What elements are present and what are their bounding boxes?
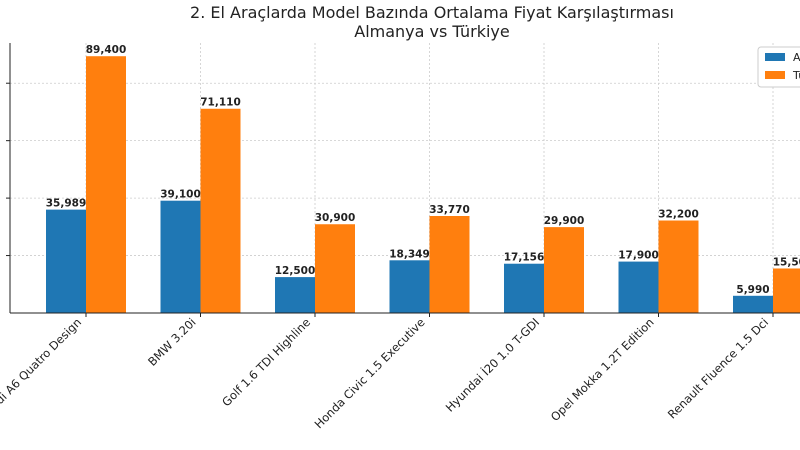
- bar-value-label: 71,110: [200, 97, 241, 109]
- x-tick-label: Renault Fluence 1.5 Dci: [665, 315, 771, 421]
- bar-value-label: 32,200: [658, 209, 699, 221]
- bar-value-label: 39,100: [160, 189, 201, 201]
- data-labels: 35,989 39,100 12,500 18,349 17,156 17,900 5,99…: [46, 44, 800, 296]
- bar-tu-rkiye-6: [658, 220, 699, 313]
- bar-almanya-4: [389, 260, 430, 313]
- bar-almanya-1: [46, 209, 86, 313]
- chart-subtitle: Almanya vs Türkiye: [354, 22, 510, 41]
- bar-tu-rkiye-7: [773, 268, 800, 313]
- bar-value-label: 15,500: [773, 256, 800, 268]
- legend[interactable]: Almanya Türkiye: [757, 46, 800, 88]
- bar-almanya-6: [618, 261, 659, 313]
- legend-label-tu-rkiye[interactable]: Türkiye: [792, 69, 800, 82]
- bars: [46, 56, 800, 314]
- x-tick-label: Opel Mokka 1.2T Edition: [548, 315, 657, 424]
- x-tick-labels: Audi A6 Quatro Design BMW 3.20i Golf 1.6 T…: [0, 315, 771, 432]
- bar-value-label: 18,349: [389, 248, 430, 260]
- bar-value-label: 5,990: [736, 284, 769, 296]
- bar-tu-rkiye-3: [315, 224, 355, 313]
- chart-title: 2. El Araçlarda Model Bazında Ortalama F…: [190, 3, 674, 22]
- bar-value-label: 89,400: [86, 44, 127, 56]
- legend-swatch-almanya: [765, 53, 785, 61]
- bar-almanya-2: [160, 200, 201, 313]
- bar-value-label: 29,900: [544, 215, 585, 227]
- bar-tu-rkiye-1: [86, 56, 126, 313]
- bar-value-label: 12,500: [275, 265, 316, 277]
- bar-value-label: 17,156: [504, 252, 545, 264]
- legend-swatch-tu-rkiye: [765, 71, 785, 79]
- bar-value-label: 35,989: [46, 198, 87, 210]
- bar-almanya-5: [504, 263, 544, 313]
- x-tick-label: Honda Civic 1.5 Executive: [312, 315, 428, 431]
- x-tick-label: BMW 3.20i: [145, 315, 198, 368]
- bar-value-label: 33,770: [429, 204, 470, 216]
- bar-value-label: 30,900: [315, 212, 356, 224]
- legend-label-almanya[interactable]: Almanya: [793, 51, 800, 64]
- bar-almanya-7: [733, 295, 773, 313]
- x-tick-label: Golf 1.6 TDI Highline: [219, 315, 313, 409]
- bar-value-label: 17,900: [618, 250, 659, 262]
- bar-almanya-3: [275, 277, 315, 313]
- x-tick-label: Audi A6 Quatro Design: [0, 315, 84, 417]
- axes: [6, 43, 800, 317]
- bar-tu-rkiye-5: [544, 227, 584, 313]
- bar-tu-rkiye-4: [429, 216, 470, 313]
- x-tick-label: Hyundai İ20 1.0 T-GDI: [442, 315, 542, 415]
- bar-tu-rkiye-2: [200, 108, 241, 314]
